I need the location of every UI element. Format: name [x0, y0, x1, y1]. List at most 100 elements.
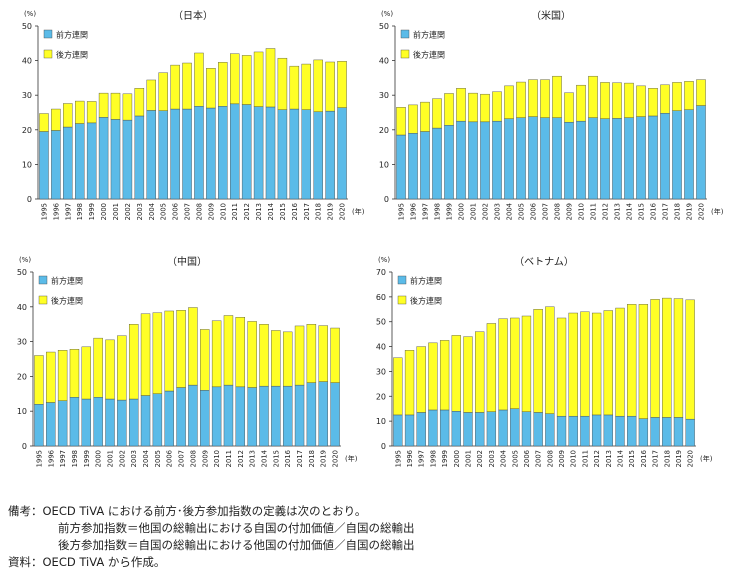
bar-backward-2012	[241, 55, 252, 105]
bar-backward-2003	[486, 323, 497, 412]
bar-backward-2005	[158, 72, 168, 111]
chart-title: （日本）	[173, 9, 213, 22]
x-tick-label: 1997	[422, 203, 430, 220]
bar-forward-2011	[588, 117, 598, 200]
x-tick-label: 2008	[189, 450, 197, 467]
x-tick-label: 1999	[446, 203, 454, 220]
x-tick-label: 1995	[398, 203, 406, 220]
bar-forward-2016	[638, 418, 649, 447]
x-tick-label: 1999	[441, 450, 449, 467]
bar-forward-2007	[176, 387, 186, 447]
x-tick-label: 2007	[535, 450, 543, 467]
bar-backward-2015	[636, 85, 646, 117]
bar-backward-2015	[627, 304, 637, 417]
bar-backward-2013	[603, 310, 613, 416]
bar-backward-2011	[580, 311, 590, 417]
bar-forward-2008	[545, 413, 555, 447]
bar-backward-2010	[568, 312, 578, 417]
bar-forward-2004	[140, 395, 151, 447]
bar-forward-2017	[301, 109, 312, 200]
bar-backward-1995	[34, 355, 44, 405]
bar-forward-2001	[110, 119, 121, 200]
x-tick-label: 2005	[154, 450, 162, 467]
bar-forward-2001	[463, 412, 473, 447]
bar-forward-1995	[393, 414, 403, 447]
bar-backward-2013	[247, 321, 257, 388]
bar-forward-2001	[468, 121, 478, 200]
bar-backward-2012	[235, 317, 246, 388]
bar-backward-2014	[259, 324, 269, 387]
y-tick-label: 20	[22, 126, 32, 135]
bar-backward-2015	[271, 330, 281, 387]
x-tick-label: 1996	[406, 450, 414, 467]
bar-backward-1999	[444, 93, 454, 126]
bar-forward-1995	[34, 404, 44, 447]
bar-forward-2006	[528, 116, 538, 200]
bar-backward-2005	[516, 81, 526, 118]
bar-forward-2011	[229, 103, 240, 200]
y-tick-label: 50	[376, 318, 386, 327]
bar-backward-2000	[456, 88, 466, 122]
x-tick-label: 2012	[602, 203, 610, 220]
bar-forward-2014	[265, 106, 276, 200]
legend-swatch-forward	[43, 29, 53, 39]
bar-backward-1997	[416, 346, 426, 413]
bar-forward-2014	[624, 117, 634, 200]
bar-backward-2003	[134, 88, 145, 117]
bar-forward-2020	[685, 418, 695, 447]
bar-backward-2008	[552, 75, 562, 118]
x-tick-label: 2006	[530, 203, 538, 220]
bar-backward-1995	[393, 357, 403, 416]
bar-backward-2010	[576, 84, 586, 122]
y-tick-label: 0	[381, 442, 386, 451]
bar-backward-1995	[39, 113, 49, 132]
x-tick-label: 2014	[617, 450, 625, 467]
bar-forward-2018	[672, 110, 682, 200]
bar-forward-2000	[451, 411, 461, 447]
x-tick-label: 2004	[500, 450, 508, 467]
bar-backward-2020	[696, 79, 706, 106]
x-tick-label: 1998	[71, 450, 79, 467]
bar-forward-1999	[444, 125, 454, 200]
x-tick-label: 2009	[558, 450, 566, 467]
x-tick-label: 1999	[83, 450, 91, 467]
bar-forward-2009	[206, 107, 216, 200]
bar-backward-2001	[468, 92, 478, 123]
y-tick-label: 20	[379, 126, 389, 135]
bar-backward-2016	[638, 304, 649, 419]
y-tick-label: 60	[376, 293, 386, 302]
x-tick-label: 2010	[570, 450, 578, 467]
bar-forward-2002	[475, 412, 485, 447]
x-tick-label: 1998	[76, 203, 84, 220]
legend-swatch-backward	[400, 49, 410, 59]
bar-backward-2019	[684, 81, 694, 110]
x-tick-label: 2015	[638, 203, 646, 220]
chart-vietnam: 0 10 20 30 40 50 60 70 (%) （ベトナム） 1995 1996 1997 1998…	[376, 256, 713, 467]
bar-backward-2006	[170, 64, 180, 110]
x-tick-label: 2011	[231, 203, 239, 220]
bar-forward-2011	[580, 415, 590, 447]
legend-label-forward: 前方連関	[56, 30, 88, 40]
bar-backward-2000	[451, 335, 461, 412]
x-tick-label: 2007	[184, 203, 192, 220]
bar-forward-1999	[86, 122, 97, 200]
bar-forward-2015	[277, 109, 288, 200]
bar-forward-2019	[684, 109, 694, 200]
bar-forward-2016	[648, 115, 658, 200]
bar-forward-2002	[480, 121, 490, 200]
bar-backward-2009	[556, 317, 567, 417]
bar-forward-2017	[294, 384, 305, 447]
y-tick-label: 30	[379, 91, 389, 100]
bar-forward-1995	[39, 131, 49, 200]
bar-backward-2006	[528, 79, 538, 117]
bar-forward-1997	[63, 126, 73, 200]
x-tick-label: 2010	[219, 203, 227, 220]
x-unit-label: (年)	[345, 454, 358, 463]
x-tick-label: 2017	[296, 450, 304, 467]
bar-forward-2018	[662, 417, 672, 447]
note-line-3: 後方参加指数＝自国の総輸出における他国の付加価値／自国の総輸出	[58, 538, 415, 552]
bar-backward-2002	[480, 93, 490, 123]
x-tick-label: 2000	[458, 203, 466, 220]
bar-backward-2006	[164, 310, 174, 392]
x-tick-label: 1997	[64, 203, 72, 220]
